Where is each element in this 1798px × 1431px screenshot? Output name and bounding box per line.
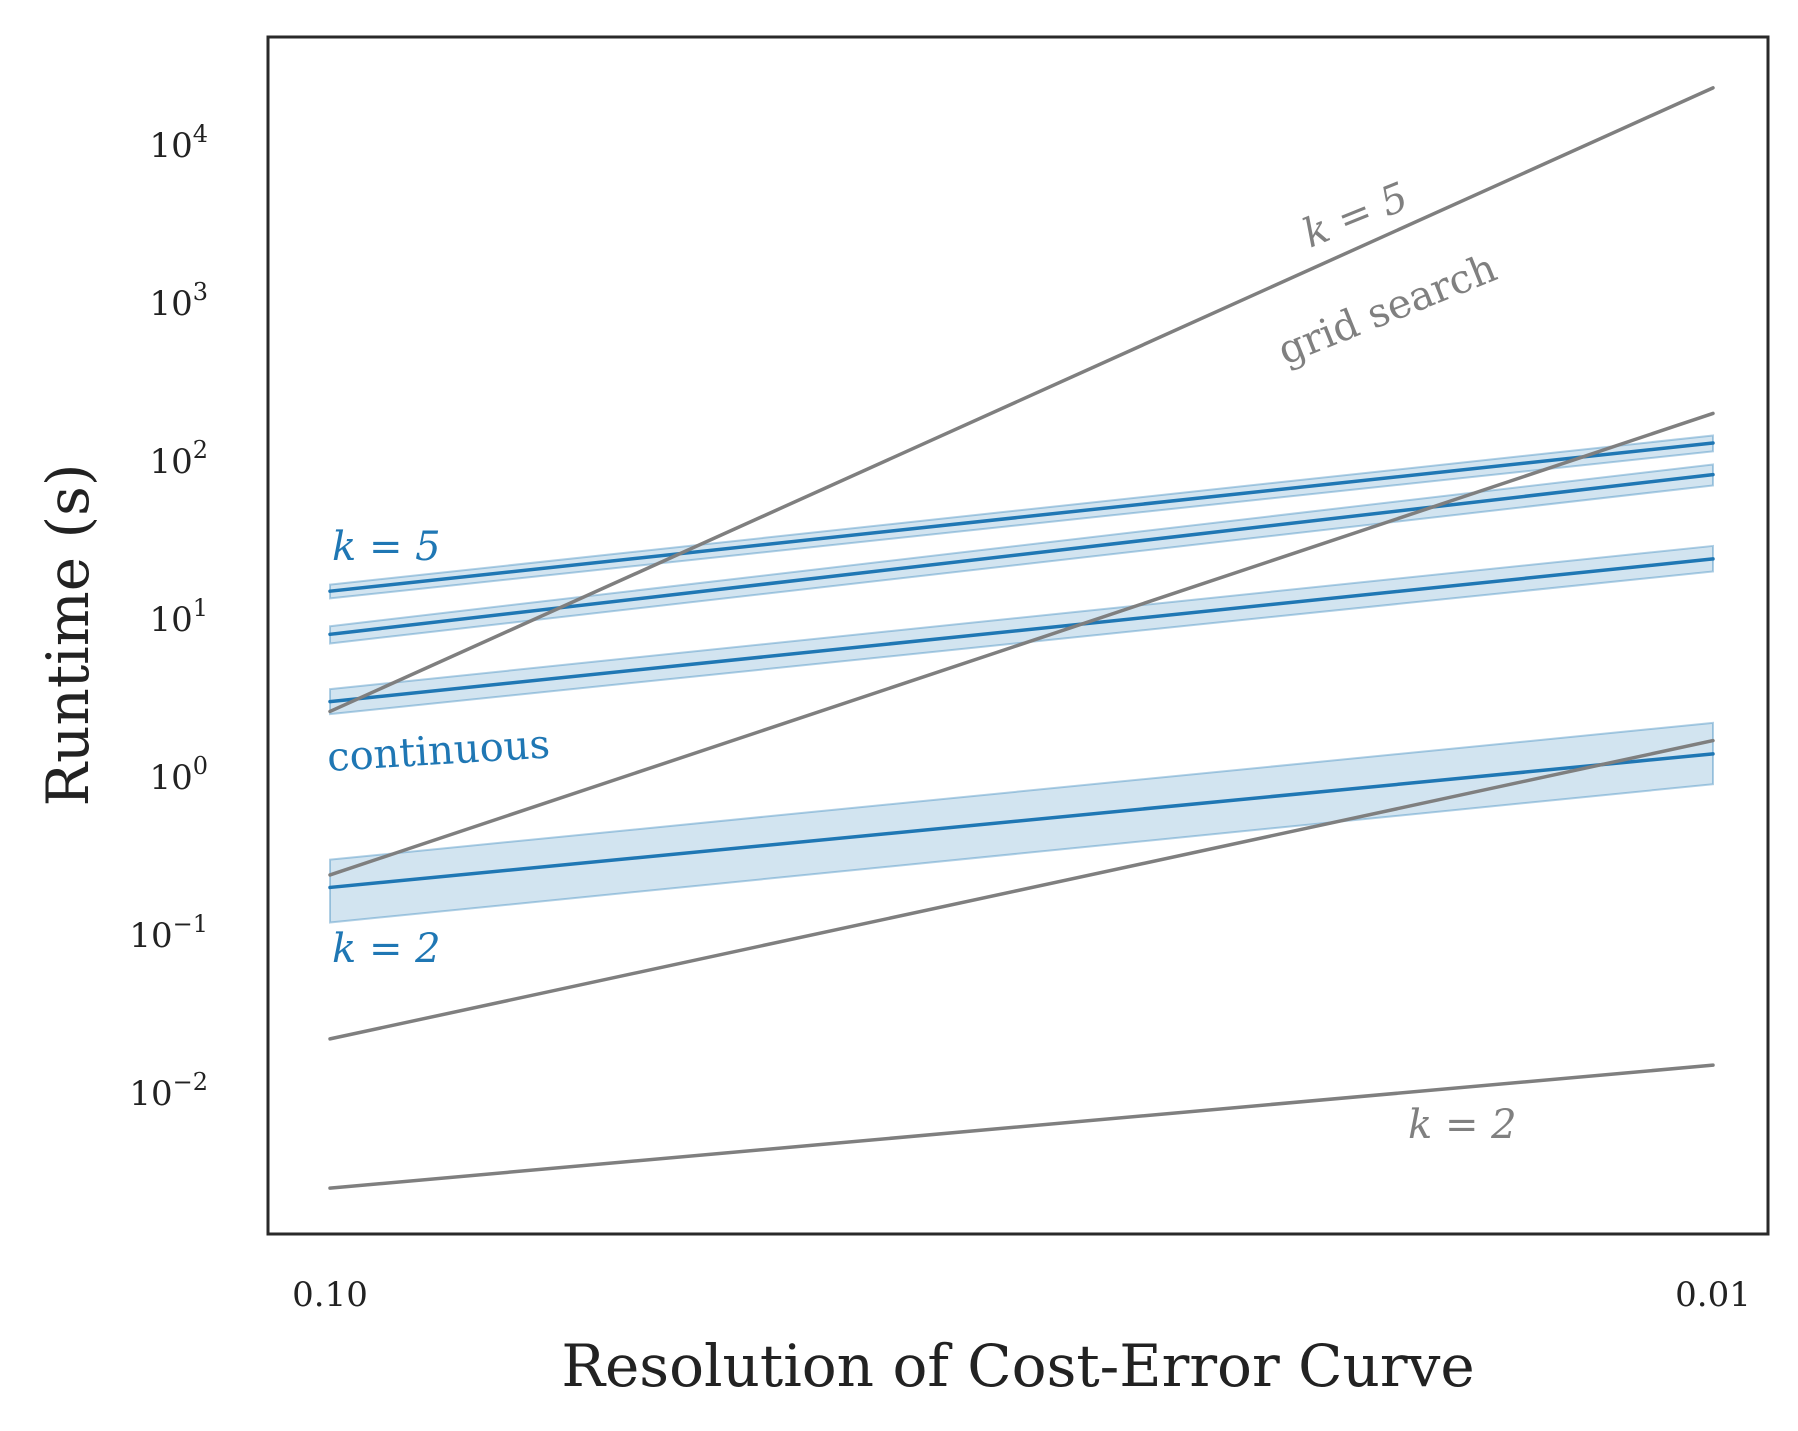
series-line-grid-search-k-5	[328, 86, 1715, 714]
y-tick-label: 10−1	[129, 910, 208, 956]
series-line-continuous-k-5	[328, 441, 1715, 593]
x-tick-label: 0.10	[292, 1275, 368, 1315]
y-tick-label: 100	[149, 752, 208, 798]
annotation-continuous-k2: k = 2	[332, 926, 441, 972]
series-line-continuous-k-4	[328, 472, 1715, 637]
plot-frame	[266, 35, 1770, 1236]
y-tick-labels: 10−2 10−1 100 101 102 103 104	[129, 120, 208, 1114]
band-continuous-k-2	[329, 721, 1714, 924]
x-tick-labels: 0.10 0.01	[292, 1275, 1751, 1315]
y-axis-label: Runtime (s)	[34, 463, 102, 806]
y-tick-label: 103	[149, 278, 208, 324]
series-lines	[328, 86, 1715, 1190]
x-tick-label: 0.01	[1675, 1275, 1751, 1315]
y-tick-label: 104	[149, 120, 208, 166]
series-line-grid-search-k-3	[328, 738, 1715, 1041]
x-axis-label: Resolution of Cost-Error Curve	[561, 1332, 1474, 1400]
annotation-grid-k5: k = 5	[1297, 174, 1415, 257]
series-line-continuous-k-2	[328, 752, 1715, 890]
y-tick-label: 101	[149, 594, 208, 640]
series-line-continuous-k-3	[328, 557, 1715, 704]
y-tick-label: 10−2	[129, 1068, 208, 1114]
y-tick-label: 102	[149, 436, 208, 482]
series-line-grid-search-k-2	[328, 1063, 1715, 1190]
annotation-grid-search: grid search	[1272, 245, 1504, 374]
annotation-grid-k2: k = 2	[1408, 1102, 1517, 1148]
series-line-grid-search-k-4	[328, 411, 1715, 877]
annotation-continuous: continuous	[326, 721, 551, 781]
annotation-continuous-k5: k = 5	[332, 524, 441, 570]
